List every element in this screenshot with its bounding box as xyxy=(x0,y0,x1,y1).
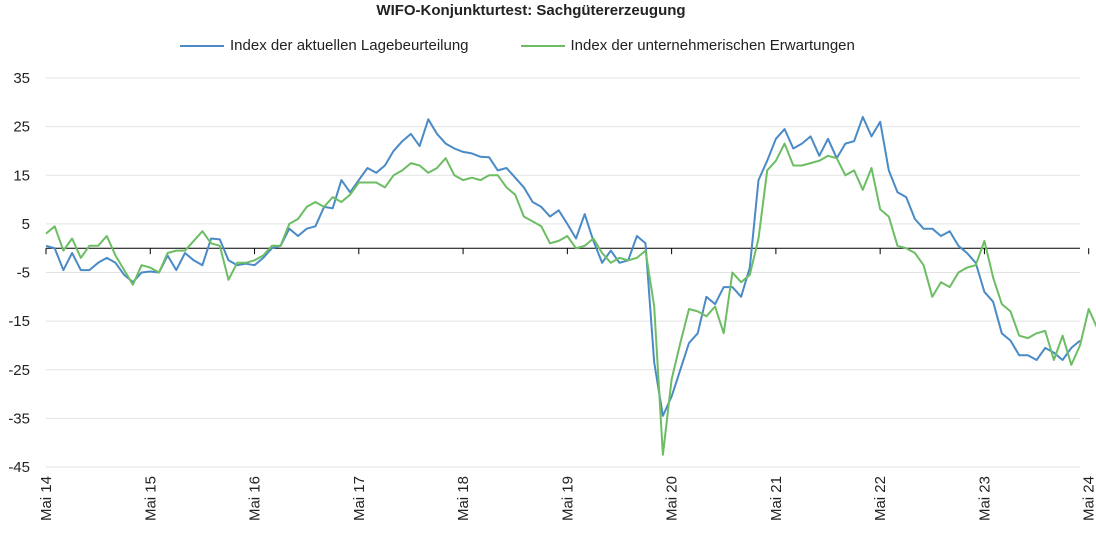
series-line-lagebeurteilung xyxy=(45,115,1081,417)
y-tick-label: -15 xyxy=(8,313,30,330)
x-tick-label: Mai 17 xyxy=(351,476,368,521)
chart-title: WIFO-Konjunkturtest: Sachgütererzeugung xyxy=(376,2,686,19)
y-axis-ticks: 35 25 15 5 -5 -15 -25 -35 -45 xyxy=(8,70,30,476)
x-tick-label: Mai 15 xyxy=(142,476,159,521)
x-tick-label: Mai 16 xyxy=(247,476,264,521)
legend: Index der aktuellen Lagebeurteilung Inde… xyxy=(180,37,855,54)
y-tick-label: 15 xyxy=(13,167,30,184)
legend-label-lagebeurteilung: Index der aktuellen Lagebeurteilung xyxy=(230,37,469,54)
legend-label-erwartungen: Index der unternehmerischen Erwartungen xyxy=(570,37,855,54)
series-lines xyxy=(45,115,1096,456)
x-tick-label: Mai 21 xyxy=(768,476,785,521)
x-tick-label: Mai 14 xyxy=(38,476,55,521)
y-tick-label: 25 xyxy=(13,119,30,136)
y-tick-label: -5 xyxy=(17,265,30,282)
x-tick-label: Mai 23 xyxy=(976,476,993,521)
y-tick-label: -35 xyxy=(8,410,30,427)
legend-item-erwartungen: Index der unternehmerischen Erwartungen xyxy=(520,37,855,54)
x-tick-label: Mai 18 xyxy=(455,476,472,521)
y-tick-label: -45 xyxy=(8,459,30,476)
x-axis: Mai 14 Mai 15 Mai 16 Mai 17 Mai 18 Mai 19 Mai … xyxy=(38,247,1096,521)
gridlines xyxy=(46,77,1080,468)
legend-swatch-erwartungen xyxy=(520,44,565,47)
series-line-erwartungen xyxy=(45,142,1096,456)
y-tick-label: 5 xyxy=(22,216,30,233)
x-tick-label: Mai 22 xyxy=(872,476,889,521)
x-tick-label: Mai 20 xyxy=(664,476,681,521)
y-tick-label: -25 xyxy=(8,362,30,379)
y-tick-label: 35 xyxy=(13,70,30,87)
legend-item-lagebeurteilung: Index der aktuellen Lagebeurteilung xyxy=(180,37,469,54)
legend-swatch-lagebeurteilung xyxy=(180,44,224,47)
x-tick-label: Mai 19 xyxy=(559,476,576,521)
x-tick-label: Mai 24 xyxy=(1081,476,1096,521)
